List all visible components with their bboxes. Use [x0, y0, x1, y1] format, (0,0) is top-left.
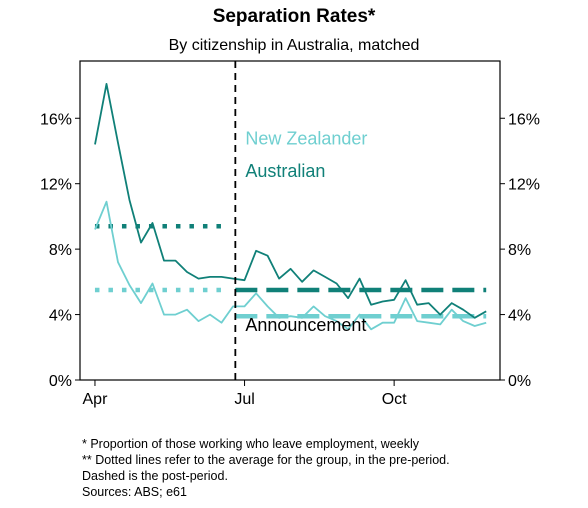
- separation-rates-chart: Separation Rates* By citizenship in Aust…: [40, 6, 540, 408]
- x-tick-label: Apr: [83, 391, 109, 408]
- y-axis-left: 0% 4% 8% 12% 16%: [40, 111, 80, 390]
- chart-title: Separation Rates*: [213, 6, 376, 27]
- y-tick-label: 16%: [508, 111, 540, 128]
- x-tick-label: Oct: [382, 391, 407, 408]
- legend-entry: Australian: [245, 161, 325, 181]
- y-tick-label: 12%: [40, 177, 72, 194]
- y-axis-right: 0% 4% 8% 12% 16%: [500, 111, 540, 390]
- plot-area: Announcement New Zealander Australian: [79, 60, 501, 381]
- legend-entry: New Zealander: [245, 128, 367, 148]
- announcement-label: Announcement: [245, 315, 366, 335]
- y-tick-label: 12%: [508, 177, 540, 194]
- note-line: * Proportion of those working who leave …: [82, 437, 419, 451]
- series-line: [94, 83, 487, 319]
- y-tick-label: 8%: [508, 242, 531, 259]
- note-line: Dashed is the post-period.: [82, 469, 228, 483]
- note-line: ** Dotted lines refer to the average for…: [82, 453, 450, 467]
- y-tick-label: 8%: [49, 242, 72, 259]
- series-line: [94, 200, 487, 331]
- note-line: Sources: ABS; e61: [82, 485, 187, 499]
- legend: New Zealander Australian: [245, 128, 367, 181]
- plot-frame: [79, 60, 501, 381]
- y-tick-label: 4%: [508, 308, 531, 325]
- y-tick-label: 0%: [49, 373, 72, 390]
- x-tick-label: Jul: [234, 391, 254, 408]
- y-tick-label: 0%: [508, 373, 531, 390]
- series-lines: [94, 83, 487, 331]
- y-tick-label: 4%: [49, 308, 72, 325]
- chart-notes: * Proportion of those working who leave …: [82, 436, 450, 500]
- chart-subtitle: By citizenship in Australia, matched: [169, 37, 420, 54]
- x-axis: Apr Jul Oct: [83, 380, 407, 408]
- y-tick-label: 16%: [40, 111, 72, 128]
